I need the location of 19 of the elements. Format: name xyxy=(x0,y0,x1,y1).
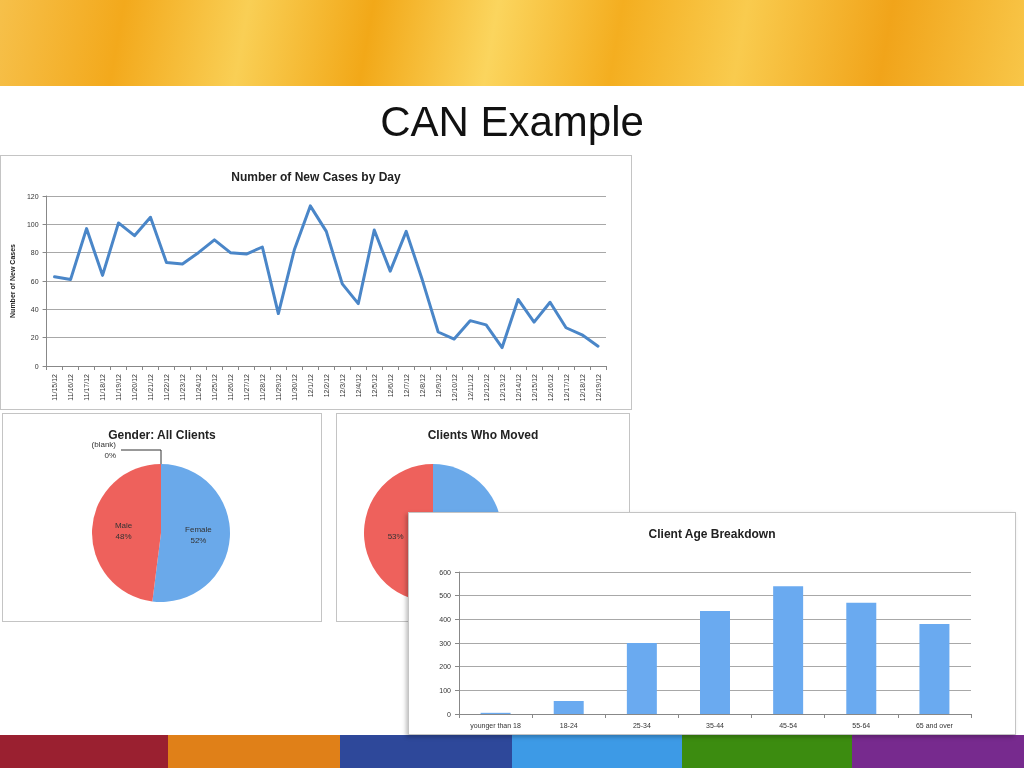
bar xyxy=(846,602,877,714)
chart-title: Clients Who Moved xyxy=(427,428,539,442)
text: 0% xyxy=(104,451,116,460)
text: CAN Example xyxy=(380,97,644,145)
data-label: 53% xyxy=(387,532,404,542)
bar xyxy=(626,643,657,714)
bar xyxy=(773,586,804,714)
data-label: 48% xyxy=(115,531,132,541)
chart-title: Gender: All Clients xyxy=(108,428,217,442)
category-label: (blank) xyxy=(91,440,116,449)
slice-label: Female xyxy=(185,525,213,535)
slice-label: Male xyxy=(114,520,133,530)
bar xyxy=(553,700,584,714)
line-series xyxy=(53,204,600,350)
data-label: 52% xyxy=(190,536,207,546)
bar xyxy=(700,611,730,714)
bar xyxy=(919,624,950,714)
chart-title: Number of New Cases by Day xyxy=(231,170,402,184)
chart-title: Client Age Breakdown xyxy=(648,527,776,541)
